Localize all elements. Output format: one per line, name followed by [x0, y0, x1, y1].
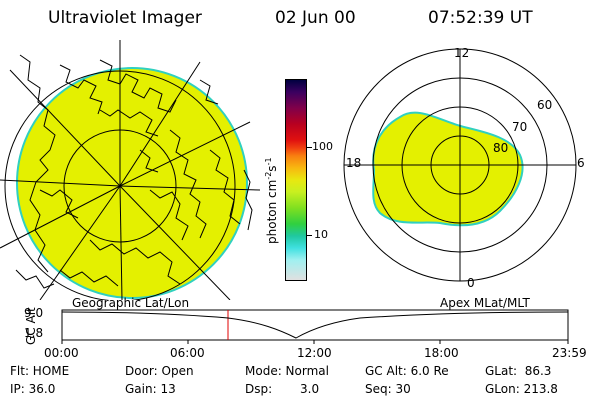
colorbar-label-10: 10 [314, 228, 328, 241]
altitude-plot [61, 309, 569, 344]
altitude-ytick-9: 9.0 [24, 306, 44, 320]
info-glat: GLat: 86.3 [485, 364, 552, 378]
xtick-1200: 12:00 [297, 346, 332, 360]
info-glon: GLon: 213.8 [485, 382, 558, 396]
info-dsp-value: 3.0 [300, 382, 320, 396]
altitude-plot-frame [61, 309, 569, 341]
coastlines [15, 54, 241, 289]
geographic-caption: Geographic Lat/Lon [72, 296, 190, 310]
info-seq: Seq: 30 [365, 382, 411, 396]
mlat-label-60: 60 [537, 98, 553, 112]
mlt-label-18: 18 [346, 156, 362, 170]
altitude-curve [61, 311, 569, 339]
mlt-label-12: 12 [454, 46, 470, 60]
colorbar-unit-label: photon cm-2s-1 [264, 157, 279, 244]
meridian-lines [0, 40, 260, 300]
info-flt: Flt: HOME [10, 364, 70, 378]
colorbar-tick-100 [306, 147, 312, 148]
time-label: 07:52:39 UT [428, 8, 533, 28]
info-dsp-label: Dsp: [245, 382, 273, 396]
app-title: Ultraviolet Imager [48, 8, 202, 28]
info-gain: Gain: 13 [125, 382, 176, 396]
uv-emission-oval-mag [372, 111, 524, 227]
apex-polar-panel [343, 48, 577, 282]
mlat-label-70: 70 [512, 120, 528, 134]
geographic-map-panel [0, 40, 260, 300]
mlt-label-6: 6 [577, 156, 585, 170]
mlat-label-80: 80 [493, 141, 509, 155]
info-door: Door: Open [125, 364, 194, 378]
colorbar-label-100: 100 [312, 140, 333, 153]
info-ip: IP: 36.0 [10, 382, 56, 396]
xtick-2359: 23:59 [552, 346, 587, 360]
uv-emission-disk-geo [16, 67, 248, 299]
xtick-0600: 06:00 [170, 346, 205, 360]
altitude-ytick-1-8: 1.8 [24, 326, 44, 340]
colorbar-tick-10 [306, 235, 312, 236]
date-label: 02 Jun 00 [275, 8, 356, 28]
xtick-1800: 18:00 [424, 346, 459, 360]
info-gc-alt: GC Alt: 6.0 Re [365, 364, 449, 378]
colorbar [285, 79, 307, 281]
xtick-0000: 00:00 [44, 346, 79, 360]
mlt-label-0: 0 [467, 276, 475, 290]
info-mode: Mode: Normal [245, 364, 329, 378]
apex-caption: Apex MLat/MLT [440, 296, 530, 310]
